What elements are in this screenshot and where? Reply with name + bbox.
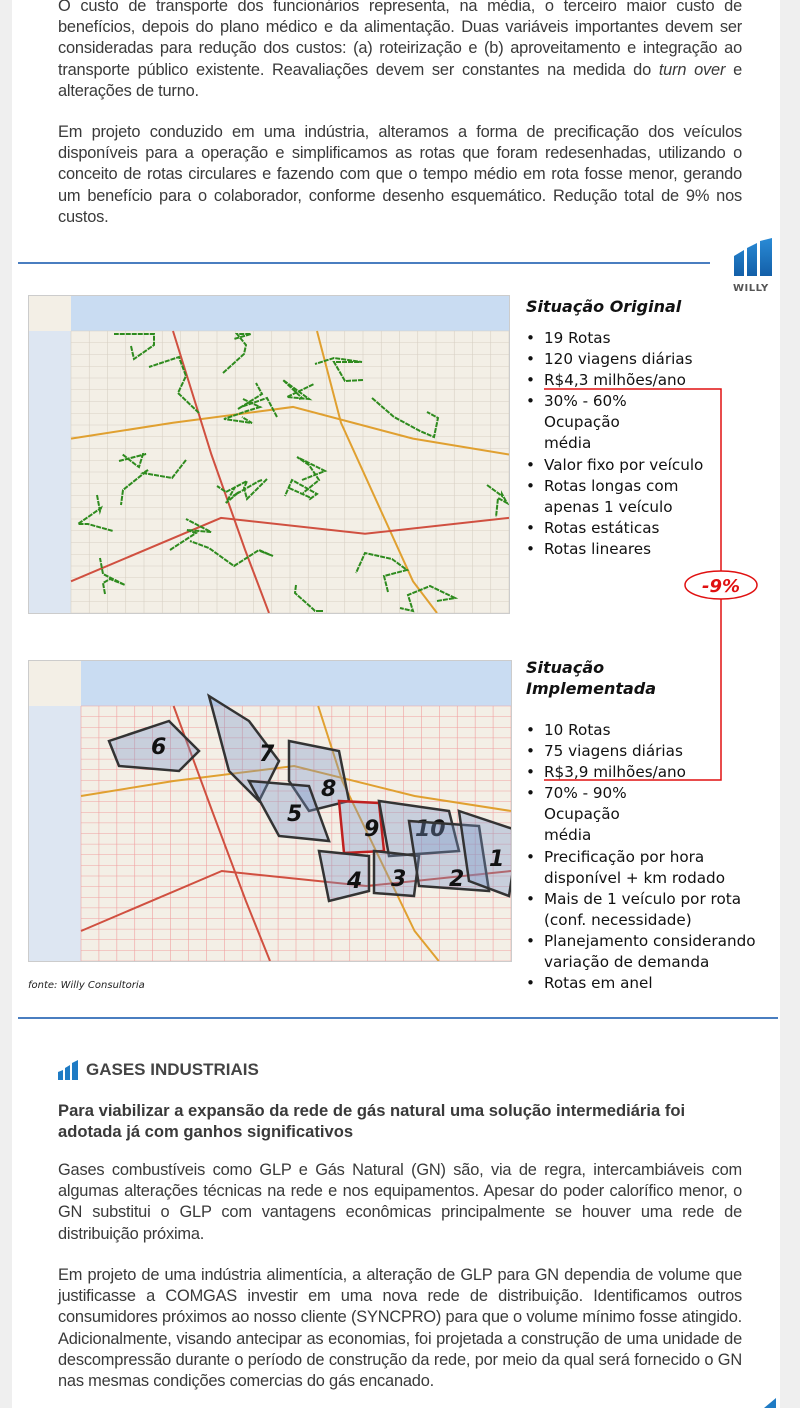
intro-italic-term: turn over <box>658 60 726 79</box>
list-item: Rotas estáticas <box>526 518 711 539</box>
list-item: Precificação por hora disponível + km ro… <box>526 847 734 889</box>
map-road <box>70 405 509 456</box>
route-line <box>223 398 263 424</box>
section-title: GASES INDUSTRIAIS <box>86 1060 259 1079</box>
route-zone <box>107 719 201 773</box>
route-line <box>148 355 200 414</box>
route-zone-label: 5 <box>287 802 302 827</box>
list-item: R$4,3 milhões/ano <box>526 370 711 391</box>
original-list: 19 Rotas 120 viagens diárias R$4,3 milhõ… <box>526 328 711 560</box>
list-item: Planejamento considerando variação de de… <box>526 931 769 973</box>
page-margin-left <box>0 0 12 1408</box>
list-item: 10 Rotas <box>526 720 766 741</box>
implemented-title: Situação Implementada <box>526 657 656 699</box>
section-lead: Para viabilizar a expansão da rede de gá… <box>58 1101 686 1141</box>
section-bars-icon <box>58 1060 78 1080</box>
map-side-band <box>29 706 81 961</box>
list-item: 30% - 60% Ocupação média <box>526 391 664 454</box>
map-road <box>80 869 511 932</box>
implemented-title-line2: Implementada <box>526 679 657 698</box>
route-line <box>225 479 263 504</box>
intro-paragraph-2: Em projeto conduzido em uma indústria, a… <box>58 123 742 226</box>
route-zone <box>377 799 461 858</box>
route-zone-label: 1 <box>489 847 504 872</box>
route-line <box>114 333 155 361</box>
gases-paragraph-2: Em projeto de uma indústria alimentícia,… <box>58 1266 742 1391</box>
original-title: Situação Original <box>526 297 682 316</box>
intro-text: O custo de transporte dos funcionários r… <box>58 0 742 79</box>
divider-bottom <box>18 1017 778 1019</box>
route-line <box>216 478 268 501</box>
route-zone-label: 8 <box>321 777 336 802</box>
route-line <box>399 584 459 613</box>
implemented-title-line1: Situação <box>526 658 605 677</box>
route-line <box>99 557 126 595</box>
route-zone <box>206 693 281 804</box>
original-routes-map <box>28 295 510 614</box>
map-header-band <box>81 661 511 706</box>
list-item: Rotas em anel <box>526 973 766 994</box>
route-line <box>371 397 440 439</box>
intro-text-end: e alterações de turno. <box>58 60 742 100</box>
map-road <box>317 705 440 961</box>
implemented-routes-map: 67859104321 <box>28 660 512 962</box>
route-zone-label: 3 <box>391 867 406 892</box>
route-zone-label: 7 <box>259 742 275 767</box>
source-note: fonte: Willy Consultoria <box>28 980 145 991</box>
list-item: 70% - 90% Ocupação média <box>526 783 664 846</box>
list-item: Valor fixo por veículo <box>526 455 711 476</box>
map-background <box>29 296 509 613</box>
route-line <box>296 456 328 494</box>
list-item: 120 viagens diárias <box>526 349 711 370</box>
route-line <box>355 551 410 593</box>
route-zone-label: 2 <box>449 867 464 892</box>
divider-top <box>18 262 710 264</box>
intro-paragraph-1: O custo de transporte dos funcionários r… <box>58 0 742 102</box>
route-line <box>74 494 114 532</box>
route-line <box>118 453 147 469</box>
logo-text: WILLY <box>733 283 769 294</box>
reduction-badge: -9% <box>702 576 740 597</box>
route-zone <box>372 849 421 898</box>
route-line <box>120 459 187 506</box>
list-item: 75 viagens diárias <box>526 741 766 762</box>
list-item: Rotas lineares <box>526 539 711 560</box>
route-line <box>189 540 274 568</box>
route-zone-label: 9 <box>364 817 379 842</box>
route-zone <box>317 849 371 903</box>
route-line <box>282 379 315 401</box>
willy-logo-icon <box>734 238 772 276</box>
list-item: 19 Rotas <box>526 328 711 349</box>
route-line <box>486 484 509 518</box>
route-zone <box>457 809 511 898</box>
route-zone <box>287 739 351 813</box>
route-line <box>314 356 364 383</box>
route-line <box>222 333 252 374</box>
map-road <box>70 516 509 583</box>
route-line <box>237 382 278 418</box>
route-zone <box>246 779 331 843</box>
implemented-list: 10 Rotas 75 viagens diárias R$3,9 milhõe… <box>526 720 766 994</box>
route-zone-label: 4 <box>346 869 362 894</box>
map-background <box>29 661 511 961</box>
route-line <box>284 478 319 501</box>
route-zone-label: 6 <box>151 735 166 760</box>
list-item: R$3,9 milhões/ano <box>526 762 766 783</box>
route-line <box>293 584 323 612</box>
map-road <box>316 330 438 613</box>
gases-paragraph-1: Gases combustíveis como GLP e Gás Natura… <box>58 1161 742 1243</box>
page-margin-right <box>780 0 800 1408</box>
list-item: Mais de 1 veículo por rota (conf. necess… <box>526 889 744 931</box>
map-road <box>80 764 511 812</box>
map-side-band <box>29 331 71 613</box>
corner-logo-icon <box>764 1398 776 1408</box>
route-line <box>169 518 212 551</box>
list-item: Rotas longas com apenas 1 veículo <box>526 476 694 518</box>
map-header-band <box>71 296 509 331</box>
reduction-connector: -9% <box>544 388 758 781</box>
